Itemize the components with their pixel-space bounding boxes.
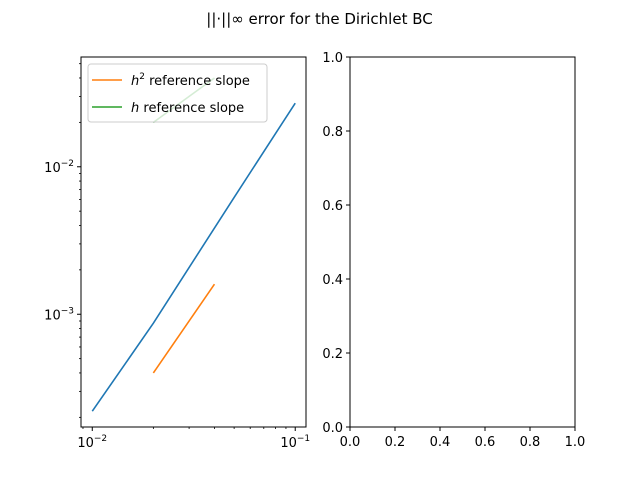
legend-label-1: h reference slope: [131, 101, 244, 116]
right-y-tick-label-4: 0.8: [322, 125, 343, 140]
x-tick-label-1: 10−1: [280, 434, 310, 451]
legend: h2 reference slope h reference slope: [87, 63, 268, 123]
y-tick-label-0: 10−3: [44, 306, 74, 323]
right-plot: 0.0 0.2 0.4 0.6 0.8 1.0 0.0 0.2 0.4 0.6 0.8 1.0: [322, 51, 585, 450]
right-x-tick-label-0: 0.0: [340, 435, 361, 450]
right-x-tick-label-1: 0.2: [385, 435, 406, 450]
right-y-tick-label-0: 0.0: [322, 421, 343, 436]
legend-label-0: h2 reference slope: [131, 72, 250, 89]
legend-box: [87, 63, 268, 123]
left-tick-group: 10−2 10−1 10−3 10−2: [44, 63, 310, 451]
right-tick-group: 0.0 0.2 0.4 0.6 0.8 1.0 0.0 0.2 0.4 0.6 0.8 1.0: [322, 51, 585, 450]
left-plot-frame: [80, 56, 307, 428]
left-plot: 10−2 10−1 10−3 10−2 h2 reference slope h ref…: [44, 56, 310, 451]
series-line-0: [91, 102, 296, 412]
figure-title: ||·||∞ error for the Dirichlet BC: [206, 10, 432, 28]
y-tick-label-1: 10−2: [44, 159, 74, 176]
right-y-tick-label-3: 0.6: [322, 199, 343, 214]
right-plot-area: [350, 57, 575, 427]
right-x-tick-label-4: 0.8: [520, 435, 541, 450]
series-line-1: [152, 283, 216, 374]
x-tick-label-0: 10−2: [77, 434, 107, 451]
right-x-tick-label-2: 0.4: [430, 435, 451, 450]
right-y-tick-label-5: 1.0: [322, 51, 343, 66]
right-x-tick-label-3: 0.6: [475, 435, 496, 450]
right-y-tick-label-2: 0.4: [322, 273, 343, 288]
right-x-tick-label-5: 1.0: [565, 435, 586, 450]
right-plot-frame: [349, 56, 576, 428]
right-y-tick-label-1: 0.2: [322, 347, 343, 362]
